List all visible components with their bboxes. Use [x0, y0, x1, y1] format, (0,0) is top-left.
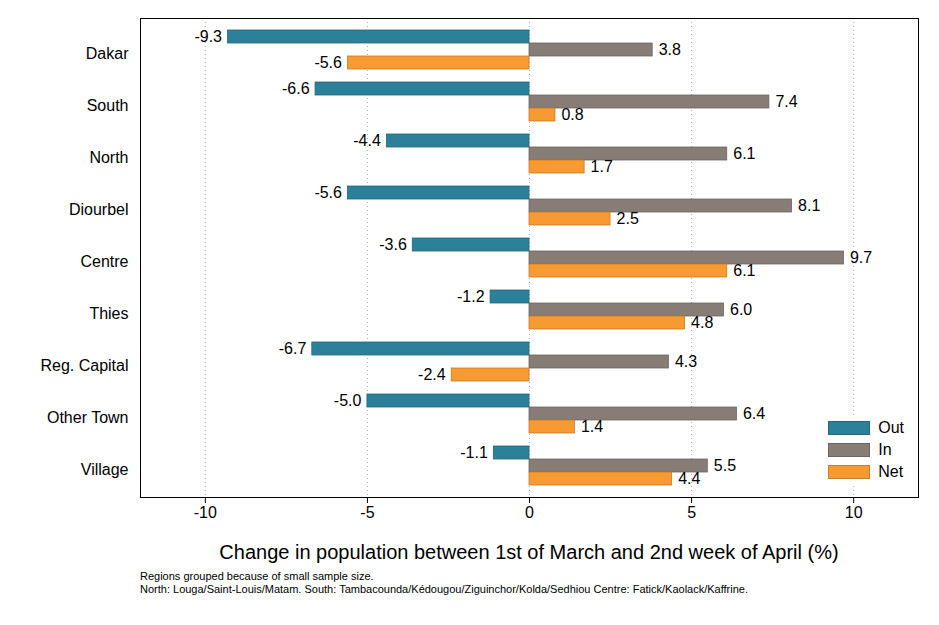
svg-text:1.4: 1.4: [581, 418, 603, 435]
svg-text:4.3: 4.3: [675, 353, 697, 370]
svg-text:-1.2: -1.2: [457, 288, 485, 305]
svg-text:0: 0: [525, 504, 534, 521]
svg-text:7.4: 7.4: [775, 93, 797, 110]
html-text:Change in population between 1: Change in population between 1st of Marc…: [219, 541, 839, 563]
svg-text:-1.1: -1.1: [460, 444, 488, 461]
svg-text:1.7: 1.7: [591, 158, 613, 175]
svg-text:-10: -10: [194, 504, 217, 521]
svg-text:Village: Village: [81, 461, 129, 478]
svg-text:6.0: 6.0: [730, 301, 752, 318]
svg-text:Other Town: Other Town: [47, 409, 129, 426]
svg-text:Dakar: Dakar: [86, 45, 129, 62]
svg-text:-5: -5: [360, 504, 374, 521]
svg-text:Centre: Centre: [80, 253, 128, 270]
svg-text:-5.6: -5.6: [314, 184, 342, 201]
svg-text:2.5: 2.5: [617, 210, 639, 227]
html-text:Regions grouped because of sma: Regions grouped because of small sample …: [140, 570, 374, 582]
html-text:Net: Net: [878, 463, 904, 480]
svg-text:-6.6: -6.6: [282, 80, 310, 97]
svg-text:6.1: 6.1: [733, 262, 755, 279]
svg-text:5.5: 5.5: [714, 457, 736, 474]
svg-text:South: South: [87, 97, 129, 114]
svg-text:9.7: 9.7: [850, 249, 872, 266]
html-text:Out: Out: [878, 419, 904, 436]
svg-text:6.1: 6.1: [733, 145, 755, 162]
html-text:North: Louga/Saint-Louis/Matam: North: Louga/Saint-Louis/Matam. South: T…: [140, 583, 748, 595]
svg-text:-4.4: -4.4: [353, 132, 381, 149]
svg-text:8.1: 8.1: [798, 197, 820, 214]
svg-text:10: 10: [845, 504, 863, 521]
svg-text:-2.4: -2.4: [418, 366, 446, 383]
svg-text:-6.7: -6.7: [279, 340, 307, 357]
svg-text:Thies: Thies: [89, 305, 128, 322]
html-text:In: In: [878, 441, 892, 458]
svg-text:Diourbel: Diourbel: [69, 201, 129, 218]
svg-text:-9.3: -9.3: [194, 28, 222, 45]
svg-text:6.4: 6.4: [743, 405, 765, 422]
svg-text:5: 5: [687, 504, 696, 521]
svg-text:North: North: [89, 149, 128, 166]
svg-text:Reg. Capital: Reg. Capital: [40, 357, 128, 374]
svg-text:0.8: 0.8: [561, 106, 583, 123]
svg-text:4.8: 4.8: [691, 314, 713, 331]
svg-text:4.4: 4.4: [678, 470, 700, 487]
svg-text:-5.0: -5.0: [334, 392, 362, 409]
svg-text:3.8: 3.8: [659, 41, 681, 58]
svg-text:-5.6: -5.6: [314, 54, 342, 71]
svg-text:-3.6: -3.6: [379, 236, 407, 253]
